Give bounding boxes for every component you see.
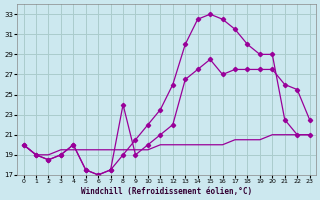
X-axis label: Windchill (Refroidissement éolien,°C): Windchill (Refroidissement éolien,°C) bbox=[81, 187, 252, 196]
